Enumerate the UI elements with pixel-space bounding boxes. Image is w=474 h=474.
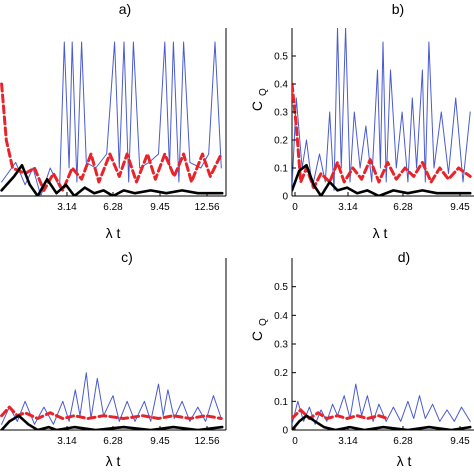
y-tick-label: 0.4 bbox=[274, 311, 288, 322]
x-tick-label: 3.14 bbox=[57, 436, 77, 447]
y-tick-label: 0.5 bbox=[274, 282, 288, 293]
series-line-2 bbox=[0, 414, 224, 430]
series-line-0 bbox=[292, 383, 471, 425]
series-line-0 bbox=[1, 372, 222, 425]
y-tick-label: 0.3 bbox=[274, 108, 288, 119]
series-group bbox=[0, 372, 224, 430]
panel-c: 3.14 6.28 9.45 12.56 c) λ t bbox=[0, 249, 227, 469]
y-axis-label-subscript: Q bbox=[258, 318, 269, 326]
x-axis-label: λ t bbox=[106, 225, 121, 241]
y-axis-label-subscript: Q bbox=[258, 88, 269, 96]
series-line-2 bbox=[292, 414, 472, 430]
x-tick-label: 9.45 bbox=[450, 202, 470, 213]
series-line-0 bbox=[1, 41, 222, 196]
series-line-1 bbox=[0, 82, 223, 192]
x-tick-label: 9.45 bbox=[150, 202, 170, 213]
y-tick-label: 0.2 bbox=[274, 368, 288, 379]
x-tick-label: 3.14 bbox=[338, 202, 358, 213]
panel-b: 0 3.14 6.28 9.45 0 0.1 0.2 0.3 0.4 0.5 b) λ t CQ bbox=[249, 1, 474, 241]
panel-label: b) bbox=[392, 1, 404, 17]
y-tick-label: 0.5 bbox=[274, 52, 288, 63]
y-tick-label: 0 bbox=[282, 426, 288, 437]
series-line-1 bbox=[0, 405, 223, 420]
y-axis-label-group: CQ bbox=[249, 318, 269, 341]
y-axis-label: C bbox=[249, 331, 265, 341]
series-group bbox=[292, 28, 472, 196]
series-group bbox=[0, 41, 224, 196]
panel-a: 3.14 6.28 9.45 12.56 a) λ t bbox=[0, 1, 227, 241]
x-tick-label: 6.28 bbox=[393, 436, 413, 447]
y-tick-label: 0.1 bbox=[274, 397, 288, 408]
y-axis-label: C bbox=[249, 101, 265, 111]
series-line-2 bbox=[292, 163, 472, 196]
x-axis-label: λ t bbox=[106, 453, 121, 469]
x-tick-label: 3.14 bbox=[338, 436, 358, 447]
series-group bbox=[292, 383, 472, 430]
x-tick-label: 9.45 bbox=[150, 436, 170, 447]
series-line-2 bbox=[0, 163, 224, 196]
x-tick-label: 0 bbox=[292, 202, 298, 213]
x-tick-label: 6.28 bbox=[103, 202, 123, 213]
y-tick-label: 0 bbox=[282, 192, 288, 203]
x-tick-label: 6.28 bbox=[393, 202, 413, 213]
panel-d: 0 3.14 6.28 9.45 0 0.1 0.2 0.3 0.4 0.5 d) λ t CQ bbox=[249, 249, 474, 469]
x-tick-label: 6.28 bbox=[103, 436, 123, 447]
y-axis-label-group: CQ bbox=[249, 88, 269, 111]
x-tick-label: 9.45 bbox=[450, 436, 470, 447]
y-tick-label: 0.3 bbox=[274, 340, 288, 351]
series-line-0 bbox=[292, 28, 471, 191]
panel-label: d) bbox=[398, 249, 410, 265]
x-axis-label: λ t bbox=[373, 225, 388, 241]
x-axis-label: λ t bbox=[397, 453, 412, 469]
x-tick-label: 0 bbox=[292, 436, 298, 447]
panel-label: a) bbox=[119, 1, 131, 17]
series-line-1 bbox=[292, 408, 390, 420]
y-tick-label: 0.1 bbox=[274, 164, 288, 175]
y-tick-label: 0.2 bbox=[274, 136, 288, 147]
y-tick-label: 0.4 bbox=[274, 80, 288, 91]
panel-label: c) bbox=[121, 249, 133, 265]
x-tick-label: 12.56 bbox=[194, 436, 219, 447]
x-tick-label: 3.14 bbox=[57, 202, 77, 213]
x-tick-label: 12.56 bbox=[194, 202, 219, 213]
